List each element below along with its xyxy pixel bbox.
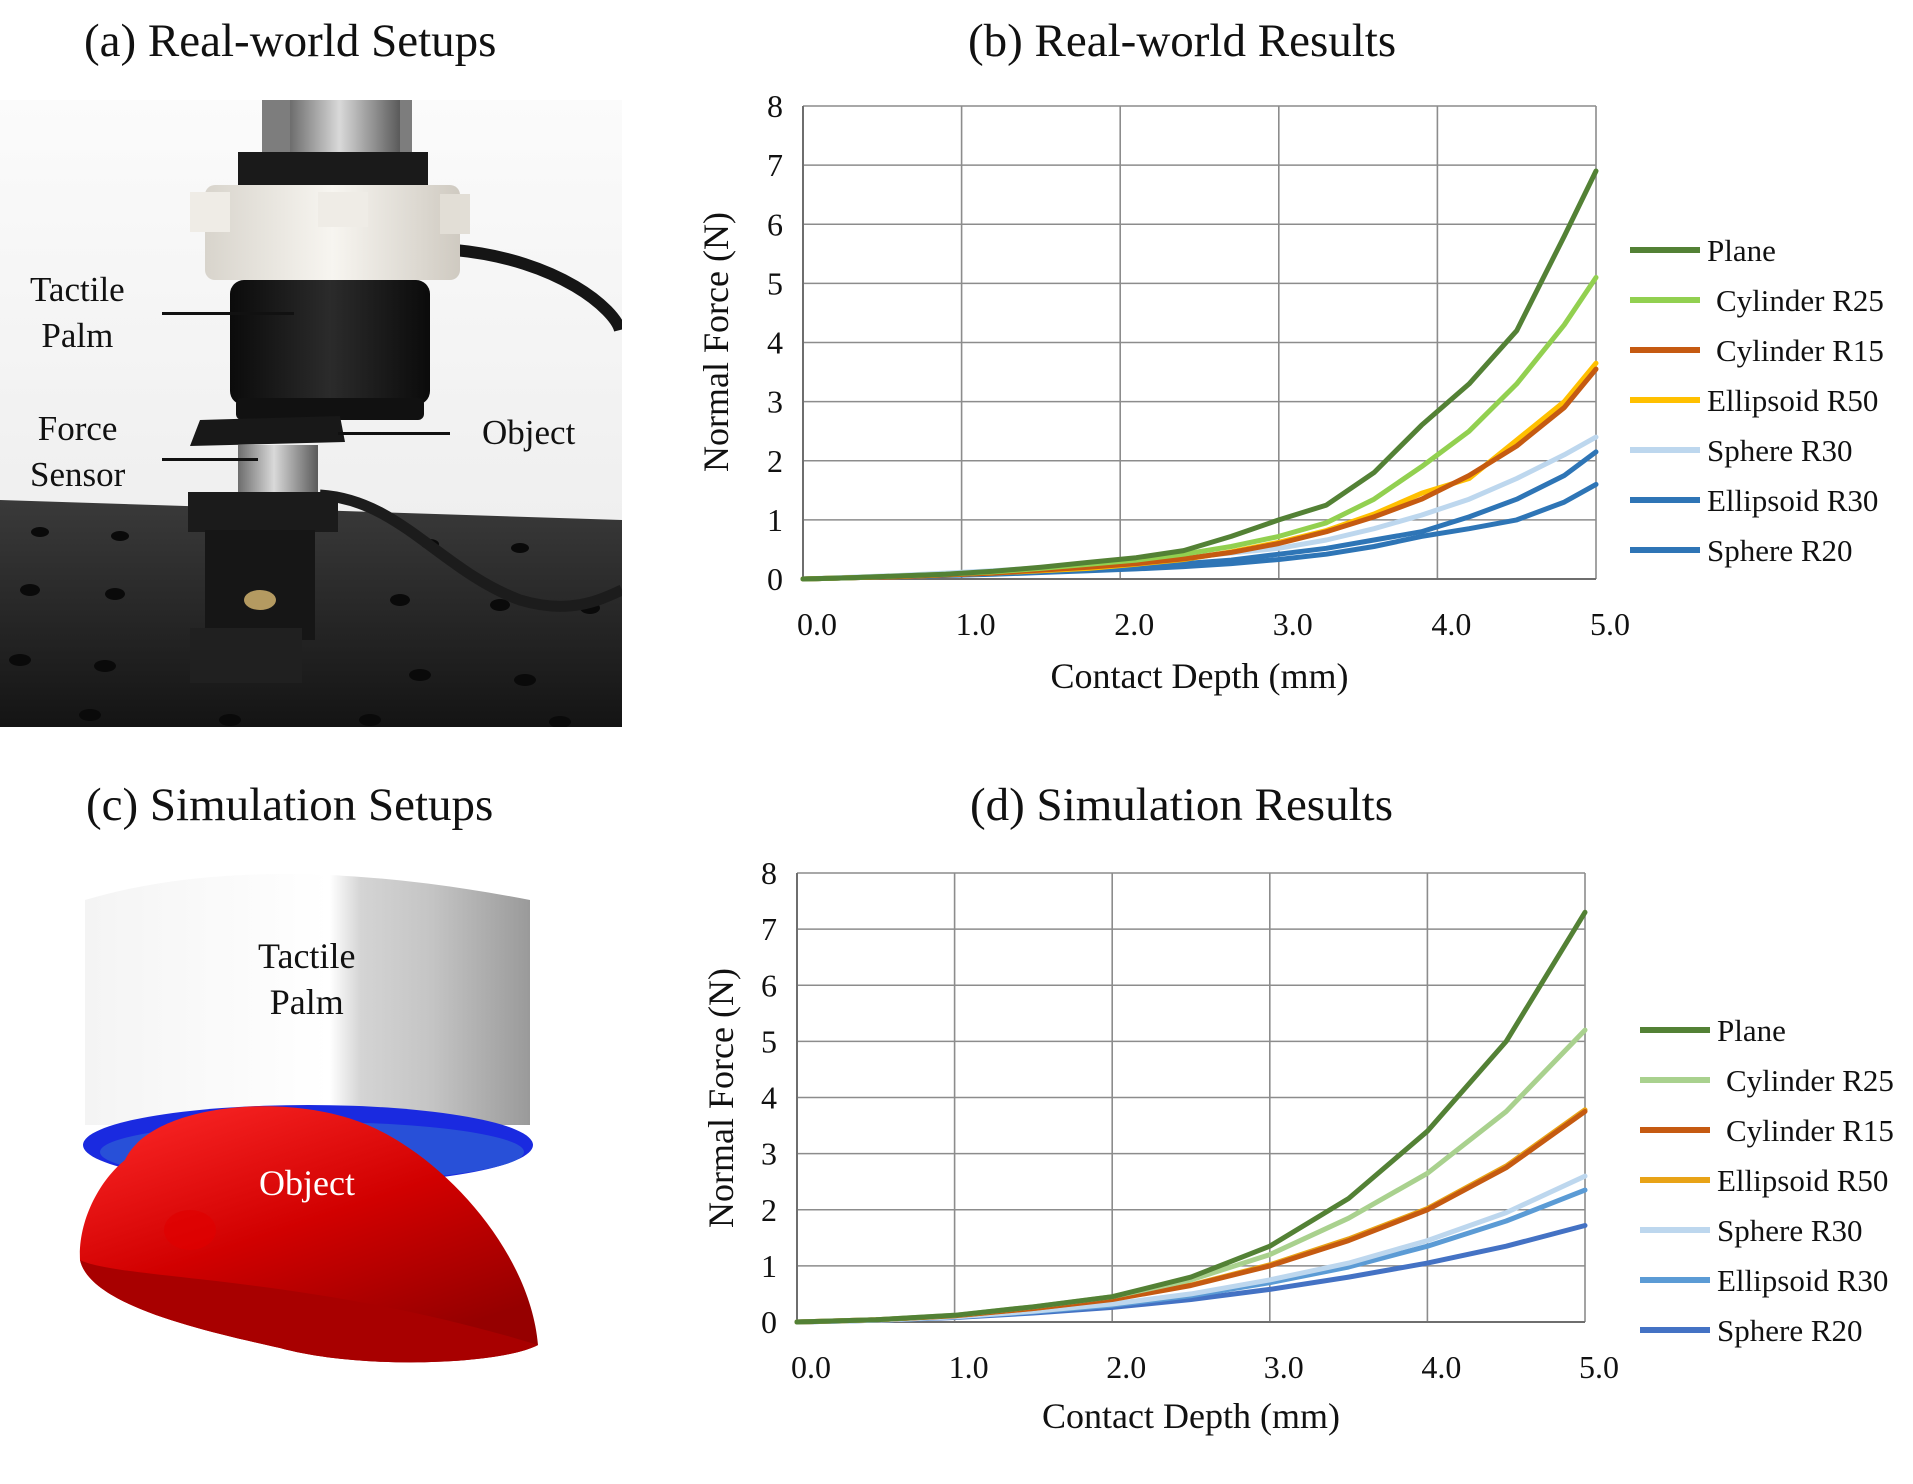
legend-label: Plane	[1707, 233, 1776, 268]
label-tactile-palm-real: Tactile Palm	[30, 267, 125, 359]
label-force-sensor: Force Sensor	[30, 406, 125, 498]
legend-item-sphere-r20: Sphere R20	[1640, 1313, 1863, 1348]
y-tick-label: 2	[767, 443, 783, 479]
legend-item-cylinder-r25: Cylinder R25	[1630, 283, 1884, 318]
legend-item-cylinder-r15: Cylinder R15	[1640, 1113, 1894, 1148]
x-tick-label: 1.0	[949, 1349, 989, 1385]
x-tick-label: 3.0	[1273, 606, 1313, 642]
legend-label: Cylinder R25	[1726, 1063, 1894, 1098]
label-object-sim: Object	[259, 1163, 355, 1203]
y-tick-label: 4	[767, 325, 783, 361]
label-tactile-palm-real-line1: Tactile	[30, 270, 125, 309]
series-lines	[800, 168, 1599, 582]
y-axis-title: Normal Force (N)	[701, 968, 741, 1228]
label-force-sensor-line1: Force	[37, 409, 118, 448]
x-tick-label: 3.0	[1264, 1349, 1304, 1385]
legend-item-plane: Plane	[1640, 1013, 1786, 1048]
legend-item-ellipsoid-r30: Ellipsoid R30	[1640, 1263, 1888, 1298]
legend-item-sphere-r30: Sphere R30	[1630, 433, 1853, 468]
y-tick-label: 0	[761, 1304, 777, 1340]
x-tick-label: 2.0	[1106, 1349, 1146, 1385]
legend: Plane Cylinder R25 Cylinder R15 Ellipsoid R…	[1630, 233, 1884, 568]
y-tick-label: 3	[761, 1136, 777, 1172]
x-tick-label: 1.0	[956, 606, 996, 642]
x-axis-title: Contact Depth (mm)	[1042, 1396, 1340, 1436]
legend-item-ellipsoid-r50: Ellipsoid R50	[1640, 1163, 1888, 1198]
legend-item-cylinder-r15: Cylinder R15	[1630, 333, 1884, 368]
panel-c-title: (c) Simulation Setups	[86, 779, 494, 831]
y-tick-label: 8	[767, 88, 783, 124]
sim-palm-cylinder	[85, 874, 530, 1125]
y-tick-label: 5	[767, 265, 783, 301]
series-line-sphere-r20	[794, 1223, 1588, 1325]
legend-label: Ellipsoid R30	[1707, 483, 1878, 518]
legend-item-sphere-r20: Sphere R20	[1630, 533, 1853, 568]
legend-item-cylinder-r25: Cylinder R25	[1640, 1063, 1894, 1098]
legend-label: Cylinder R15	[1716, 333, 1884, 368]
legend-label: Ellipsoid R50	[1707, 383, 1878, 418]
label-tactile-palm-sim-line2: Palm	[269, 982, 344, 1022]
y-tick-label: 1	[761, 1248, 777, 1284]
legend-label: Plane	[1717, 1013, 1786, 1048]
panel-b-title: (b) Real-world Results	[968, 15, 1397, 67]
series-line-cylinder-r25	[800, 275, 1599, 582]
y-axis-title: Normal Force (N)	[696, 212, 736, 472]
y-tick-label: 7	[767, 147, 783, 183]
legend-label: Sphere R20	[1717, 1313, 1863, 1348]
gridlines	[802, 105, 1597, 580]
y-tick-label: 6	[767, 206, 783, 242]
series-line-plane	[800, 168, 1599, 582]
sim-results-chart: 0 1 2 3 4 5 6 7 8 0.0 1.0 2.0 3.0 4.0 5.0 Contact Depth…	[701, 855, 1894, 1436]
legend-label: Cylinder R25	[1716, 283, 1884, 318]
legend-label: Cylinder R15	[1726, 1113, 1894, 1148]
leader-tactile-palm	[162, 312, 294, 315]
y-tick-label: 2	[761, 1192, 777, 1228]
legend-item-ellipsoid-r30: Ellipsoid R30	[1630, 483, 1878, 518]
label-tactile-palm-sim-line1: Tactile	[258, 936, 356, 976]
x-tick-label: 5.0	[1590, 606, 1630, 642]
x-tick-label: 4.0	[1431, 606, 1471, 642]
x-tick-label: 0.0	[797, 606, 837, 642]
real-setup-photo	[0, 100, 622, 727]
y-tick-label: 7	[761, 911, 777, 947]
leader-force-sensor	[162, 458, 258, 461]
leader-object	[338, 432, 450, 435]
legend: Plane Cylinder R25 Cylinder R15 Ellipsoid R…	[1640, 1013, 1894, 1348]
x-axis-title: Contact Depth (mm)	[1051, 656, 1349, 696]
real-results-chart: 0 1 2 3 4 5 6 7 8 0.0 1.0 2.0 3.0 4.0 5.0 Contact Depth…	[696, 88, 1884, 696]
legend-item-plane: Plane	[1630, 233, 1776, 268]
panel-a-title: (a) Real-world Setups	[84, 15, 497, 67]
legend-label: Sphere R20	[1707, 533, 1853, 568]
label-object-real: Object	[482, 413, 576, 452]
legend-label: Sphere R30	[1707, 433, 1853, 468]
y-tick-label: 6	[761, 967, 777, 1003]
y-tick-label: 0	[767, 561, 783, 597]
legend-label: Ellipsoid R50	[1717, 1163, 1888, 1198]
x-tick-label: 4.0	[1421, 1349, 1461, 1385]
series-line-plane	[794, 909, 1588, 1325]
y-tick-label: 5	[761, 1023, 777, 1059]
series-lines	[794, 909, 1588, 1325]
x-tick-label: 2.0	[1114, 606, 1154, 642]
legend-item-ellipsoid-r50: Ellipsoid R50	[1630, 383, 1878, 418]
y-tick-label: 1	[767, 502, 783, 538]
y-tick-label: 8	[761, 855, 777, 891]
x-tick-label: 5.0	[1579, 1349, 1619, 1385]
legend-item-sphere-r30: Sphere R30	[1640, 1213, 1863, 1248]
panel-d-title: (d) Simulation Results	[970, 779, 1393, 831]
sim-setup-render	[79, 874, 538, 1363]
label-tactile-palm-real-line2: Palm	[41, 316, 114, 355]
label-force-sensor-line2: Sensor	[30, 455, 126, 494]
legend-label: Sphere R30	[1717, 1213, 1863, 1248]
y-tick-label: 3	[767, 384, 783, 420]
y-tick-label: 4	[761, 1080, 777, 1116]
label-tactile-palm-sim: Tactile Palm	[258, 933, 355, 1025]
legend-label: Ellipsoid R30	[1717, 1263, 1888, 1298]
x-tick-label: 0.0	[791, 1349, 831, 1385]
